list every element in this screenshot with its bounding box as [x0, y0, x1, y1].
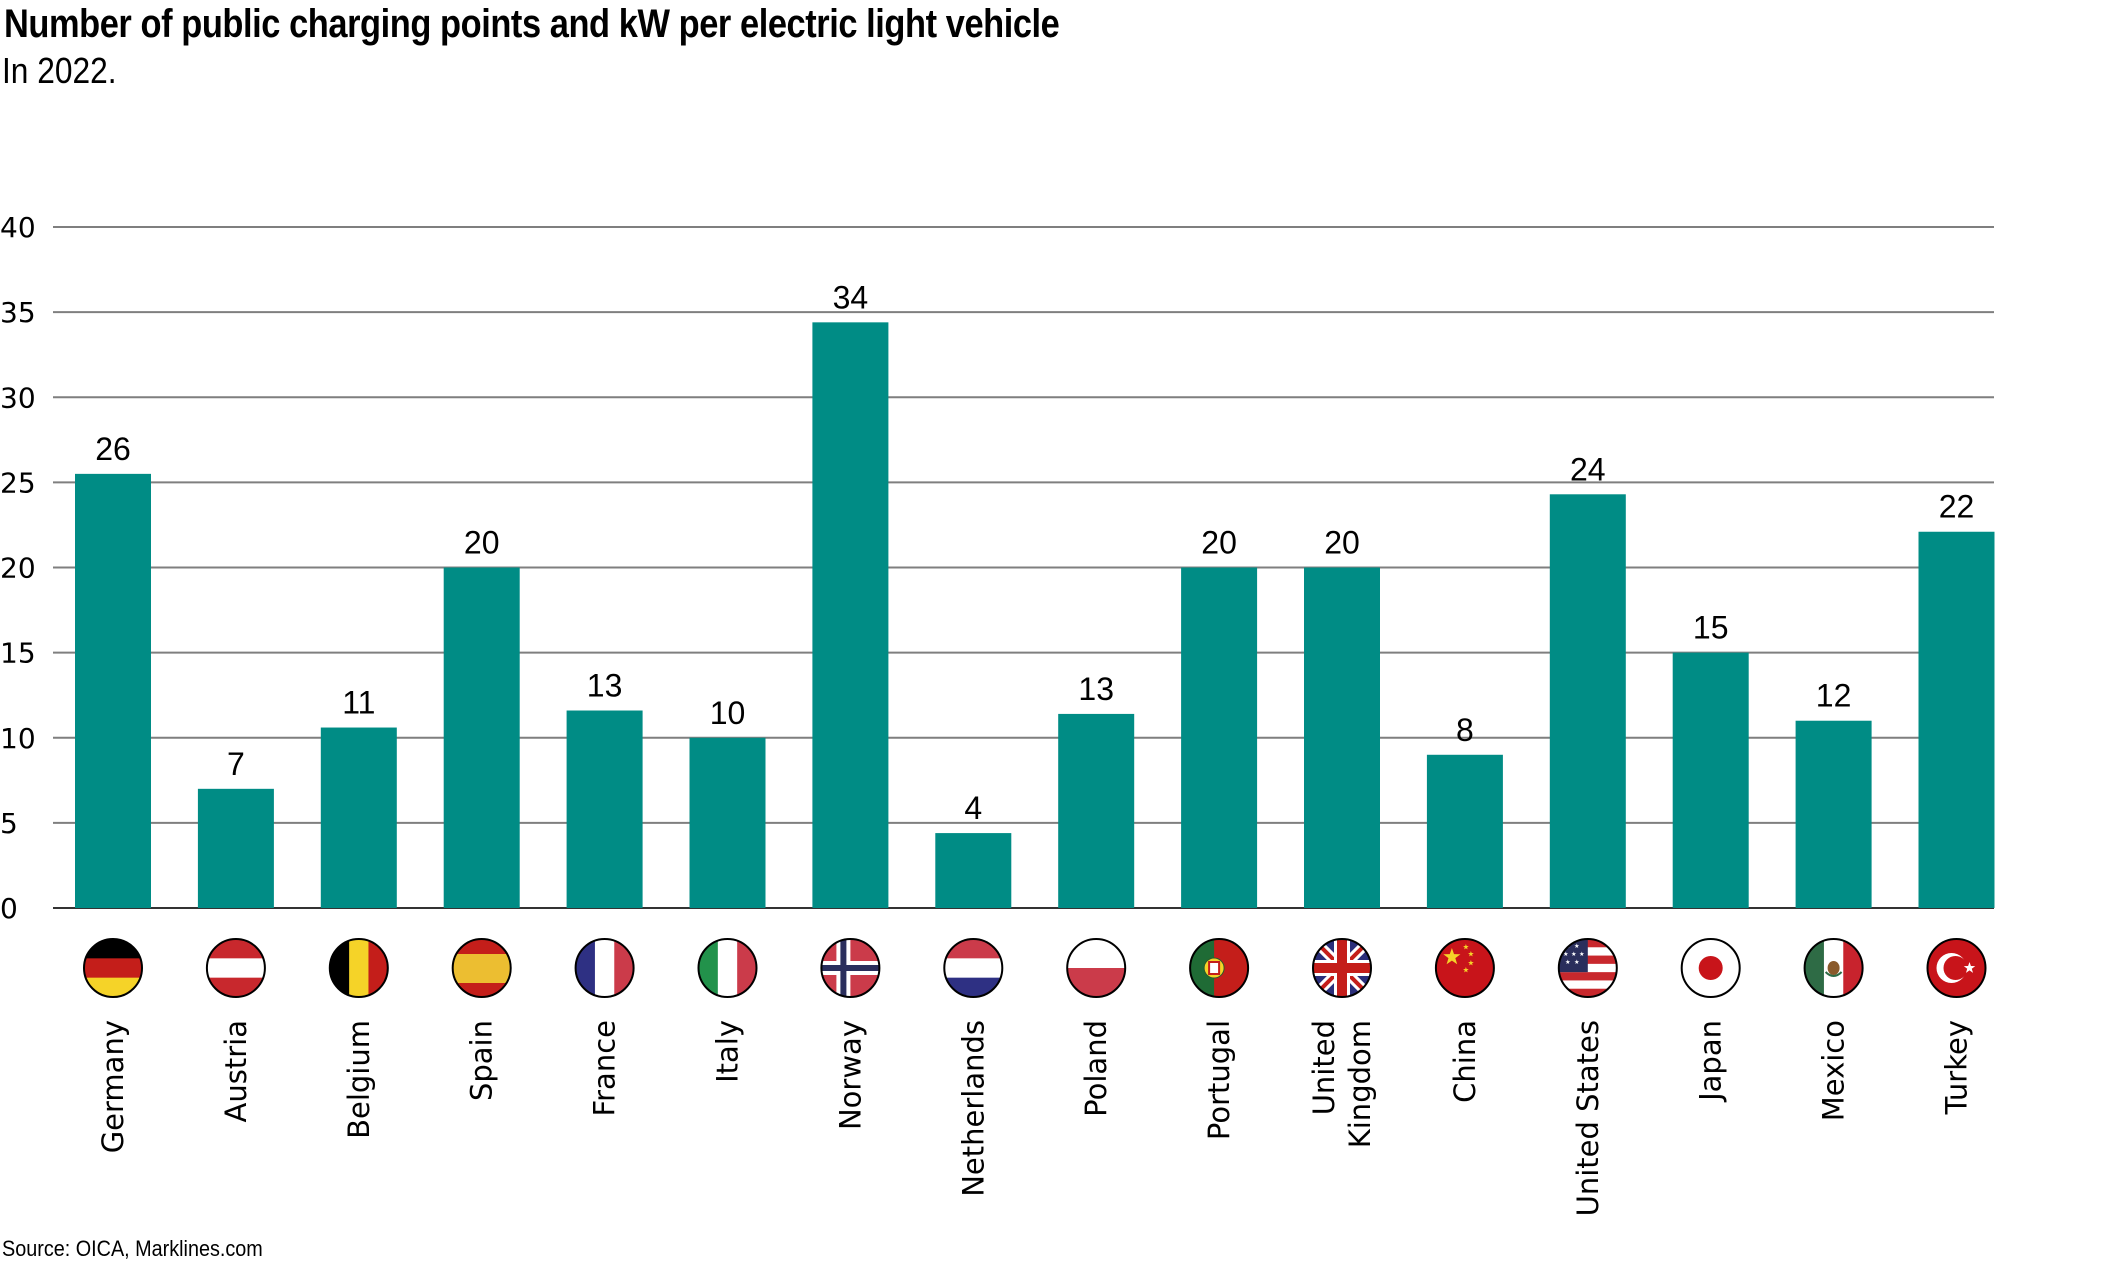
data-label: 11 [342, 685, 375, 721]
data-label: 8 [1456, 712, 1474, 748]
united-states-flag-icon [1557, 938, 1618, 998]
bar-italy [689, 737, 766, 908]
chart-title: Number of public charging points and kW … [4, 2, 1060, 46]
y-axis-ticks: 0 5 10 15 20 25 30 35 40 [0, 211, 36, 925]
mexico-flag-icon [1803, 938, 1864, 998]
data-label: 13 [587, 668, 623, 704]
china-flag-icon [1434, 938, 1495, 998]
turkey-flag-icon [1926, 938, 1987, 998]
data-label: 24 [1570, 451, 1606, 487]
data-label: 13 [1078, 671, 1114, 707]
y-tick-label: 40 [0, 211, 36, 244]
bar-belgium [320, 727, 397, 908]
bar-united-kingdom [1304, 567, 1380, 908]
bar-spain [443, 567, 520, 908]
chart-subtitle: In 2022. [2, 50, 117, 91]
y-tick-label: 30 [0, 381, 36, 414]
data-label: 22 [1939, 489, 1975, 525]
belgium-flag-icon [328, 938, 389, 998]
data-label: 12 [1816, 678, 1852, 714]
y-tick-label: 15 [0, 637, 36, 670]
bar-japan [1672, 652, 1749, 908]
x-axis-label: Poland [1079, 1020, 1113, 1117]
germany-flag-icon [83, 938, 143, 998]
data-label: 20 [1324, 525, 1360, 561]
y-tick-label: 20 [0, 552, 36, 585]
bar-portugal [1181, 567, 1258, 908]
poland-flag-icon [1066, 938, 1127, 998]
netherlands-flag-icon [943, 938, 1004, 998]
italy-flag-icon [697, 938, 758, 998]
data-labels: 26 7 11 20 13 10 34 4 13 20 20 8 24 15 12 22 [95, 279, 1974, 826]
x-axis-label: China [1448, 1020, 1482, 1103]
x-axis-label: Spain [465, 1020, 499, 1101]
x-axis-label: United [1307, 1020, 1341, 1115]
x-axis-label: Mexico [1817, 1020, 1851, 1121]
france-flag-icon [574, 938, 635, 998]
y-tick-label: 5 [0, 807, 18, 840]
austria-flag-icon [205, 938, 266, 998]
portugal-flag-icon [1189, 938, 1250, 998]
y-tick-label: 35 [0, 296, 36, 329]
x-axis-label: Belgium [342, 1020, 376, 1139]
bar-netherlands [935, 833, 1012, 908]
x-axis-label: Portugal [1202, 1020, 1236, 1140]
united-kingdom-flag-icon [1312, 938, 1372, 998]
x-axis-label: Germany [96, 1020, 130, 1153]
data-label: 4 [964, 790, 982, 826]
x-axis-label: United States [1571, 1020, 1605, 1216]
flags [83, 938, 1987, 998]
data-label: 20 [1201, 525, 1237, 561]
x-axis-label: Kingdom [1343, 1020, 1377, 1148]
bars [75, 322, 1995, 909]
bar-austria [197, 788, 274, 908]
norway-flag-icon [820, 938, 881, 998]
x-axis-label: Austria [219, 1020, 253, 1122]
bar-poland [1058, 713, 1135, 908]
x-axis-label: Netherlands [956, 1020, 990, 1197]
japan-flag-icon [1680, 938, 1741, 998]
bar-germany [75, 473, 151, 908]
bar-norway [812, 322, 889, 909]
data-label: 10 [710, 695, 746, 731]
data-label: 34 [833, 279, 869, 315]
spain-flag-icon [451, 938, 512, 998]
x-axis-label: Italy [711, 1020, 745, 1083]
gridlines [53, 226, 1994, 909]
x-axis-label: Norway [833, 1020, 867, 1130]
data-label: 7 [227, 746, 245, 782]
y-tick-label: 10 [0, 722, 36, 755]
bar-china [1426, 754, 1503, 908]
data-label: 26 [95, 431, 131, 467]
y-tick-label: 25 [0, 466, 36, 499]
data-label: 15 [1693, 610, 1729, 646]
bar-france [566, 710, 643, 908]
y-tick-label: 0 [0, 892, 18, 925]
source-note: Source: OICA, Marklines.com [2, 1236, 263, 1261]
x-axis-label: Turkey [1940, 1020, 1974, 1115]
x-axis-label: France [588, 1020, 622, 1116]
x-axis-label: Japan [1694, 1020, 1728, 1103]
x-axis-labels: Germany Austria Belgium Spain France Italy Nor… [96, 1020, 1974, 1216]
data-label: 20 [464, 525, 500, 561]
bar-united-states [1549, 494, 1626, 908]
bar-turkey [1918, 531, 1995, 908]
bar-mexico [1795, 720, 1872, 908]
